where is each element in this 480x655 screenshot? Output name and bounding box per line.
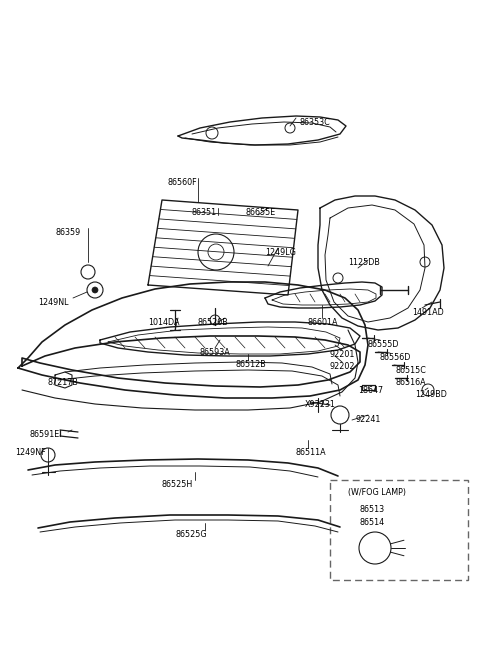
Text: X92231: X92231 xyxy=(305,400,336,409)
Text: 86512B: 86512B xyxy=(235,360,266,369)
Text: 86525H: 86525H xyxy=(162,480,193,489)
Circle shape xyxy=(92,287,98,293)
Text: 18647: 18647 xyxy=(358,386,383,395)
Text: 86514: 86514 xyxy=(360,518,385,527)
Text: 1125DB: 1125DB xyxy=(348,258,380,267)
Text: 86353C: 86353C xyxy=(300,118,331,127)
Text: 92202: 92202 xyxy=(330,362,356,371)
Text: 1249NF: 1249NF xyxy=(15,448,46,457)
Text: 86351: 86351 xyxy=(192,208,217,217)
Text: 92201: 92201 xyxy=(330,350,355,359)
Text: 86516A: 86516A xyxy=(395,378,426,387)
Text: 86520B: 86520B xyxy=(198,318,229,327)
Text: 86556D: 86556D xyxy=(380,353,411,362)
Text: 86655E: 86655E xyxy=(245,208,275,217)
Text: 86525G: 86525G xyxy=(175,530,206,539)
Text: 87217B: 87217B xyxy=(48,378,79,387)
Text: 1249LG: 1249LG xyxy=(265,248,296,257)
Text: 86593A: 86593A xyxy=(200,348,231,357)
Text: 86511A: 86511A xyxy=(295,448,325,457)
Text: 86555D: 86555D xyxy=(368,340,399,349)
Text: 1249NL: 1249NL xyxy=(38,298,69,307)
Text: 86515C: 86515C xyxy=(395,366,426,375)
Text: 86560F: 86560F xyxy=(168,178,198,187)
Text: 1014DA: 1014DA xyxy=(148,318,180,327)
Text: 86513: 86513 xyxy=(360,505,385,514)
Text: (W/FOG LAMP): (W/FOG LAMP) xyxy=(348,488,406,497)
Text: 86591E: 86591E xyxy=(30,430,60,439)
Bar xyxy=(330,480,468,580)
Text: 1491AD: 1491AD xyxy=(412,308,444,317)
Text: 86601A: 86601A xyxy=(308,318,338,327)
Text: 86359: 86359 xyxy=(55,228,80,237)
Text: 92241: 92241 xyxy=(355,415,380,424)
Text: 1249BD: 1249BD xyxy=(415,390,447,399)
